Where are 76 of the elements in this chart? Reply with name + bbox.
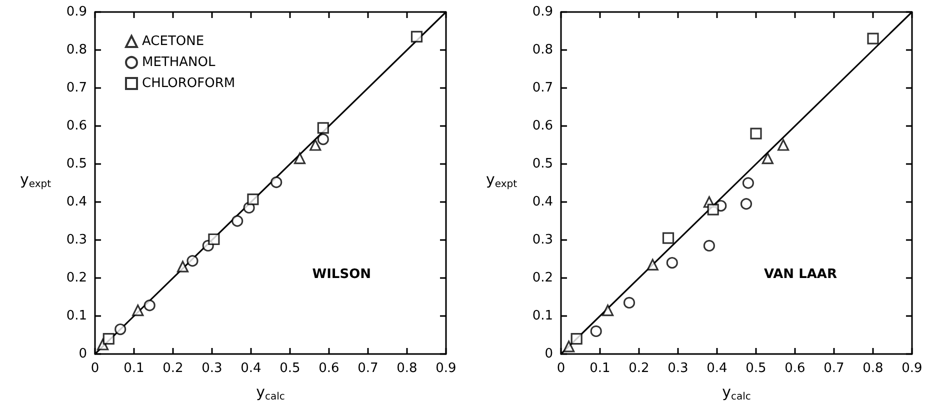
y-tick-label: 0.3: [532, 232, 553, 248]
x-tick-label: 0.3: [202, 361, 222, 376]
point: [317, 122, 329, 134]
x-tick-label: 0.9: [436, 361, 456, 376]
y-tick-label: 0.5: [532, 156, 553, 172]
x-tick-label: 0.6: [318, 361, 340, 376]
point: [740, 198, 752, 210]
x-tick-label: 0: [90, 361, 100, 376]
point: [132, 304, 144, 316]
annotation: VAN LAAR: [764, 267, 837, 282]
y-tick-label: 0.8: [532, 42, 553, 58]
point: [317, 134, 329, 146]
point: [666, 257, 678, 269]
point: [570, 333, 582, 345]
point: [750, 128, 762, 140]
x-tick-label: 0.6: [784, 361, 806, 376]
legend-label: ACETONE: [142, 34, 204, 49]
x-tick-label: 0.2: [162, 361, 184, 376]
y-tick-label: 0.3: [66, 232, 87, 248]
y-tick-label: 0.7: [66, 80, 87, 96]
point: [778, 139, 790, 151]
y-tick-label: 0.2: [532, 270, 553, 286]
y-tick-label: 0.8: [66, 42, 87, 58]
point: [662, 232, 674, 244]
x-tick-label: 0.8: [396, 361, 418, 376]
x-tick-label: 0: [556, 361, 566, 376]
point: [294, 152, 306, 164]
point: [623, 296, 636, 308]
x-tick-label: 0.7: [824, 361, 844, 376]
x-tick-label: 0.2: [628, 361, 650, 376]
y-tick-label: 0.9: [532, 4, 553, 20]
x-tick-label: 0.4: [706, 361, 728, 376]
x-tick-label: 0.5: [280, 361, 300, 376]
y-tick-label: 0.4: [66, 194, 87, 210]
x-tick-label: 0.1: [590, 361, 610, 376]
point: [270, 176, 282, 188]
x-tick-label: 0.8: [862, 361, 884, 376]
point: [102, 333, 114, 345]
point: [563, 340, 575, 352]
point: [310, 139, 322, 151]
y-tick-label: 0.1: [66, 308, 87, 324]
point: [707, 204, 719, 216]
point: [186, 255, 198, 267]
point: [602, 304, 614, 316]
point: [646, 258, 658, 270]
y-tick-label: 0: [544, 346, 553, 362]
x-tick-label: 0.7: [358, 361, 378, 376]
x-tick-label: 0.5: [746, 361, 766, 376]
point: [208, 233, 220, 246]
y-tick-label: 0.9: [66, 4, 87, 20]
point: [176, 260, 189, 272]
point: [232, 215, 244, 227]
x-tick-label: 0.4: [240, 361, 262, 376]
point: [114, 324, 126, 336]
x-tick-label: 0.1: [124, 361, 144, 376]
y-tick-label: 0.5: [66, 156, 87, 172]
legend-label: CHLOROFORM: [142, 76, 236, 91]
point: [762, 152, 774, 164]
y-tick-label: 0.6: [532, 118, 553, 134]
y-tick-label: 0.7: [532, 80, 553, 96]
y-tick-label: 0.4: [532, 194, 553, 210]
point: [590, 325, 602, 337]
point: [247, 194, 259, 206]
annotation: WILSON: [312, 267, 372, 282]
point: [867, 32, 879, 44]
y-tick-label: 0: [78, 346, 87, 362]
y-tick-label: 0.2: [66, 270, 87, 286]
point: [703, 240, 715, 252]
x-tick-label: 0.3: [668, 361, 688, 376]
point: [742, 177, 754, 189]
y-tick-label: 0.6: [66, 118, 87, 134]
x-tick-label: 0.9: [902, 361, 922, 376]
point: [144, 300, 156, 312]
legend-label: METHANOL: [142, 55, 216, 70]
point: [410, 30, 423, 42]
y-tick-label: 0.1: [532, 308, 553, 324]
